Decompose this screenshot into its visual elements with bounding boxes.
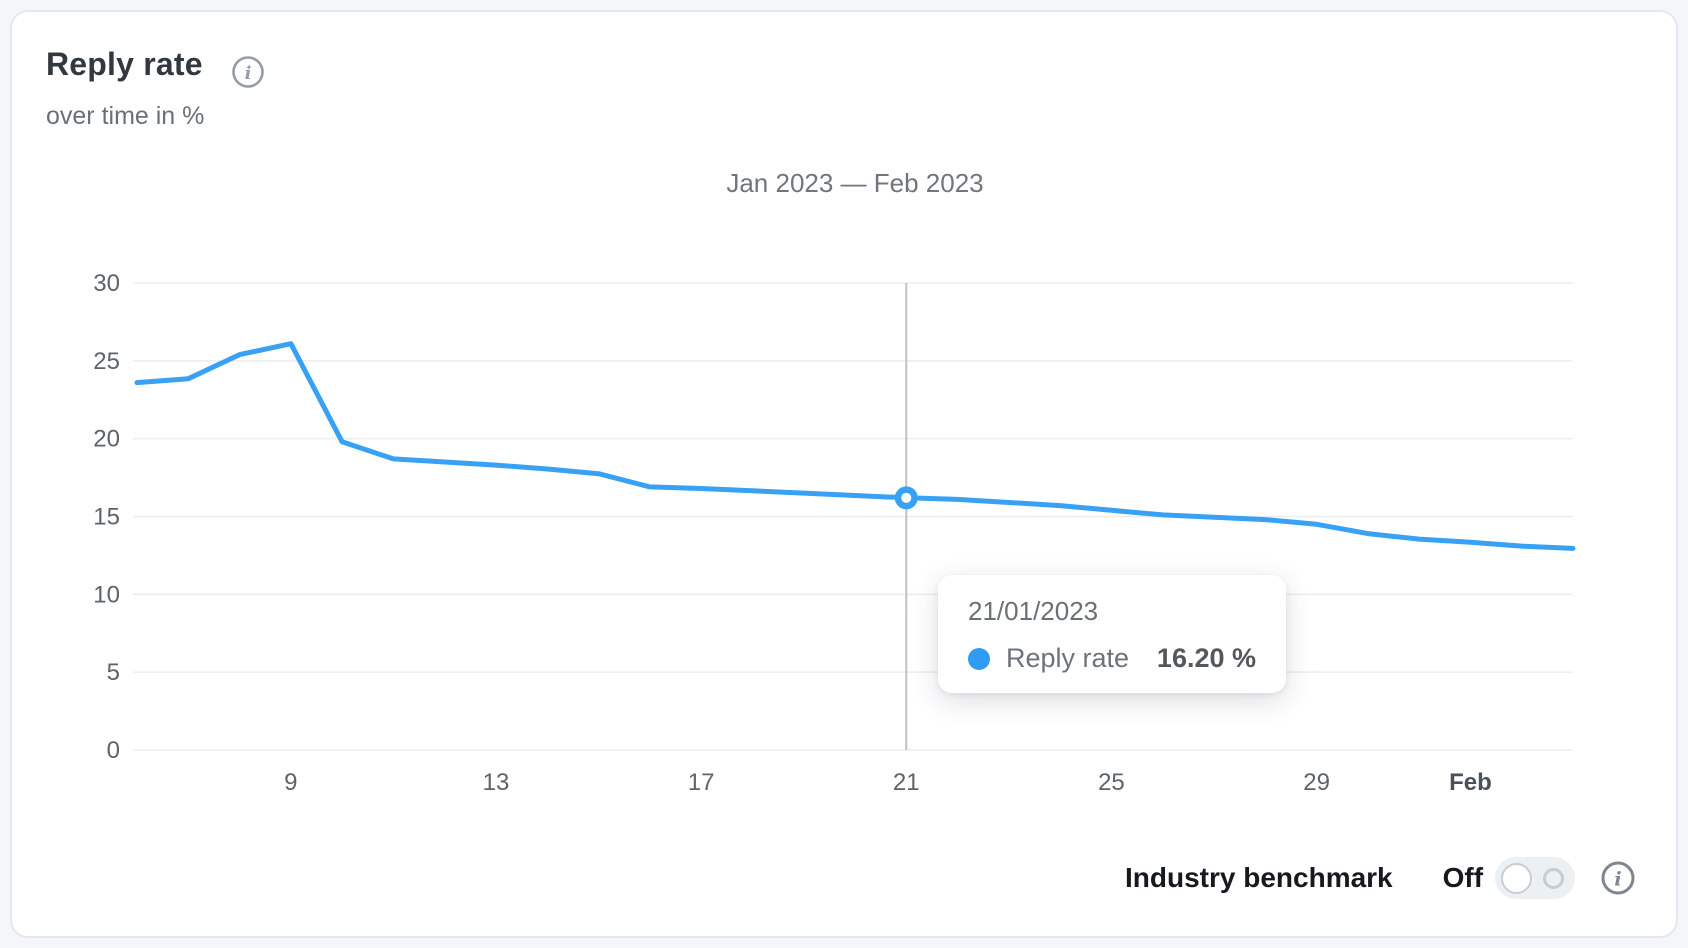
- line-chart[interactable]: 0 5 10 15 20 25 30 9 13 17 21 25 29 Feb: [0, 230, 1688, 810]
- y-axis-label-20: 20: [93, 426, 120, 453]
- y-axis-label-30: 30: [93, 270, 120, 297]
- info-icon-circle: [1601, 861, 1635, 895]
- x-axis-label-29: 29: [1303, 769, 1330, 796]
- y-axis-label-15: 15: [93, 504, 120, 531]
- x-axis-label-17: 17: [688, 769, 715, 796]
- info-icon[interactable]: i: [230, 54, 266, 90]
- x-axis-label-13: 13: [483, 769, 510, 796]
- chart-date-range: Jan 2023 — Feb 2023: [726, 168, 984, 198]
- info-icon-circle: [232, 56, 264, 88]
- x-axis-label-9: 9: [284, 769, 297, 796]
- series-dot-icon: [968, 647, 990, 670]
- toggle-knob-icon: [1501, 862, 1533, 894]
- page-title: Reply rate: [46, 46, 203, 82]
- x-axis-label-21: 21: [893, 769, 920, 796]
- benchmark-state-text: Off: [1442, 862, 1484, 893]
- chart-subtitle: over time in %: [46, 102, 205, 130]
- y-axis-label-5: 5: [107, 659, 120, 686]
- reply-rate-card: [10, 10, 1678, 938]
- tooltip-row: Reply rate 16.20 %: [968, 643, 1256, 674]
- industry-benchmark-label: Industry benchmark: [1125, 862, 1393, 893]
- tooltip-value: 16.20 %: [1156, 643, 1256, 673]
- x-axis-label-25: 25: [1098, 769, 1125, 796]
- industry-benchmark-row: Industry benchmark Off i: [1125, 856, 1637, 900]
- y-axis-label-25: 25: [93, 348, 120, 375]
- info-icon-glyph: i: [1614, 869, 1621, 891]
- x-axis-label-Feb: Feb: [1449, 769, 1492, 796]
- chart-tooltip: 21/01/2023 Reply rate 16.20 %: [938, 575, 1286, 693]
- series-line-reply-rate: [134, 341, 1576, 551]
- y-axis-label-10: 10: [93, 581, 120, 608]
- info-icon-glyph: i: [245, 63, 252, 84]
- tooltip-date: 21/01/2023: [968, 596, 1099, 626]
- benchmark-info-icon[interactable]: i: [1599, 859, 1637, 897]
- benchmark-toggle[interactable]: [1495, 857, 1576, 899]
- y-axis-label-0: 0: [107, 737, 120, 764]
- toggle-ring-icon: [1543, 867, 1565, 889]
- highlight-marker-inner: [901, 492, 912, 503]
- tooltip-series-label: Reply rate: [1006, 643, 1130, 673]
